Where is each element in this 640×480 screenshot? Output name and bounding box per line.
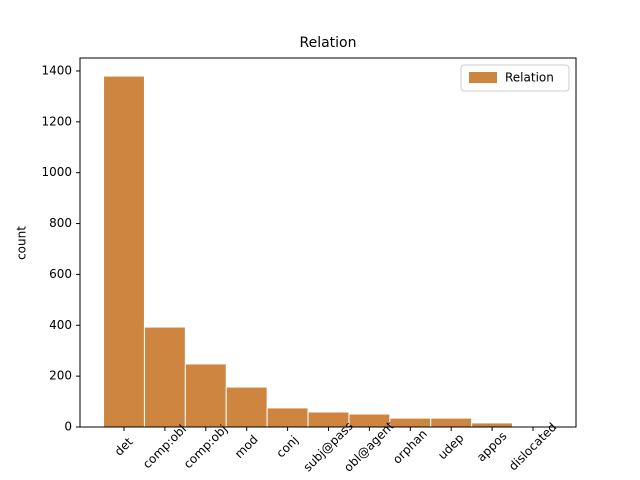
bar [103,75,145,428]
legend-swatch [469,72,497,83]
bar [389,417,432,428]
y-tick-label: 200 [49,369,72,383]
y-tick-label: 800 [49,216,72,230]
chart-title: Relation [300,35,357,51]
legend-label: Relation [505,71,554,85]
x-tick-label: orphan [390,427,430,467]
bar [471,422,514,428]
y-tick-label: 600 [49,267,72,281]
legend-box [460,64,570,92]
bar [143,326,186,428]
bar [266,407,309,428]
y-tick-label: 0 [64,420,72,434]
x-tick-label: conj [273,433,300,460]
x-tick-label: appos [474,429,509,464]
y-tick-label: 1000 [41,165,72,179]
x-tick-label: udep [435,431,466,462]
bar [430,417,473,428]
bar [225,386,268,428]
y-tick-label: 1400 [41,63,72,77]
y-tick-label: 1200 [41,114,72,128]
y-axis-label: count [15,226,29,260]
x-tick-label: mod [232,432,261,461]
bar [184,363,227,428]
plot-frame [79,57,577,428]
y-tick-label: 400 [49,318,72,332]
x-tick-label: det [112,435,136,459]
